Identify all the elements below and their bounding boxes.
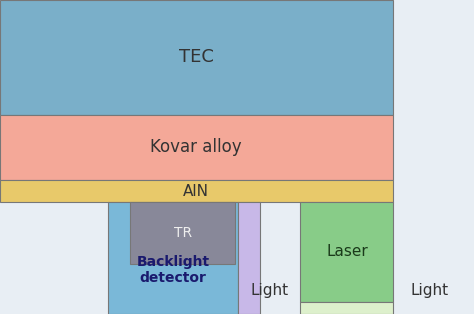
Text: AlN: AlN	[183, 183, 209, 198]
Text: Light: Light	[251, 283, 289, 297]
Bar	[0, 180, 393, 202]
Bar	[108, 202, 238, 314]
Text: TEC: TEC	[179, 48, 213, 66]
Bar	[300, 302, 393, 314]
Bar	[130, 202, 235, 264]
Text: Backlight
detector: Backlight detector	[137, 255, 210, 285]
Text: Light: Light	[411, 283, 449, 297]
Text: TR: TR	[174, 226, 192, 240]
Bar	[0, 0, 393, 115]
Bar	[0, 115, 393, 180]
Text: Kovar alloy: Kovar alloy	[150, 138, 242, 156]
Bar	[238, 202, 260, 314]
Bar	[300, 202, 393, 302]
Text: Laser: Laser	[326, 245, 368, 259]
